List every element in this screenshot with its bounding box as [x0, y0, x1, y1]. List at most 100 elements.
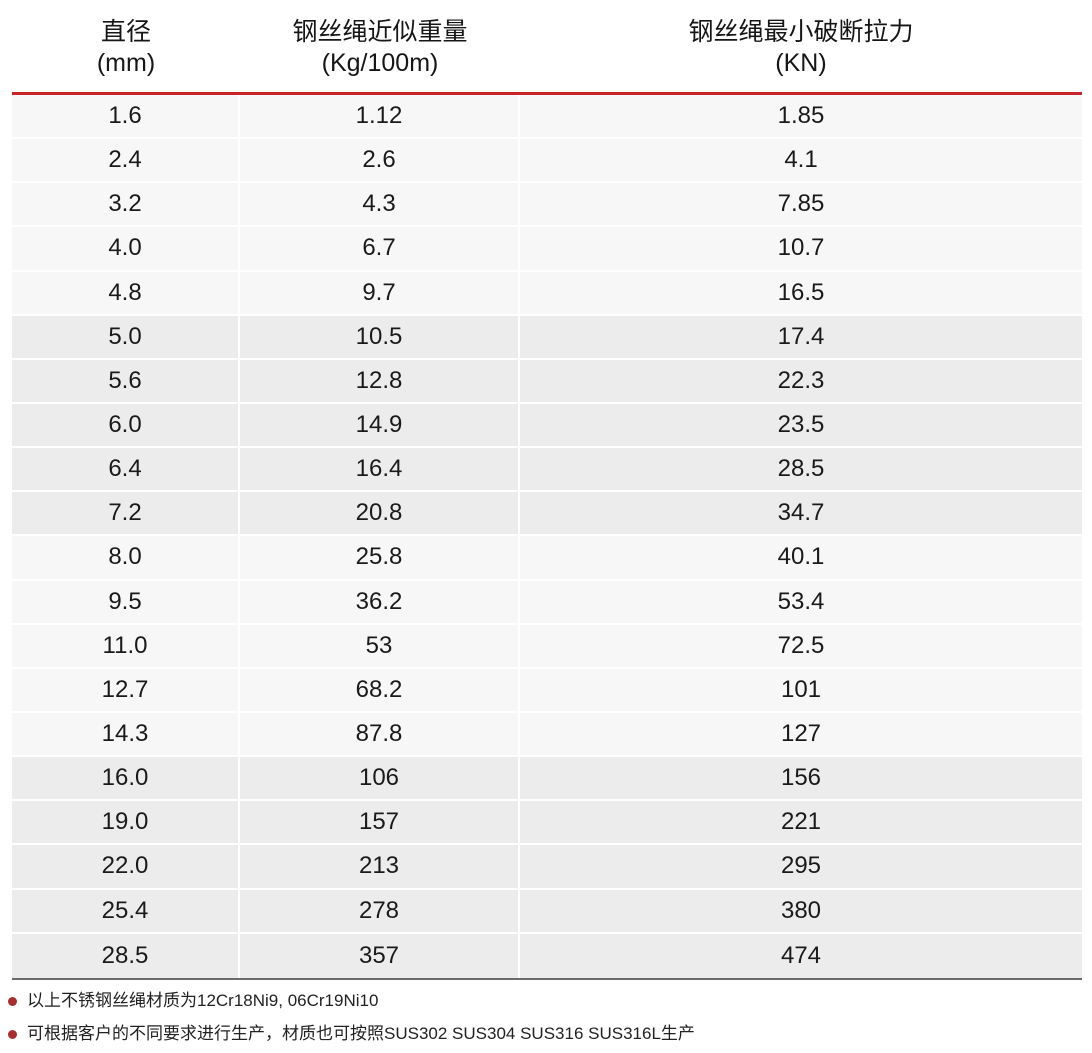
table-cell: 7.85 — [520, 183, 1082, 226]
table-cell: 4.1 — [520, 139, 1082, 182]
table-row: 5.0 10.5 17.4 — [12, 315, 1082, 360]
table-cell: 12.7 — [12, 668, 240, 711]
table-row: 5.6 12.8 22.3 — [12, 359, 1082, 404]
table-cell: 16.4 — [240, 448, 520, 491]
table-cell: 23.5 — [520, 403, 1082, 447]
table-cell: 17.4 — [520, 315, 1082, 358]
table-row: 2.4 2.6 4.1 — [12, 139, 1082, 184]
table-cell: 53.4 — [520, 580, 1082, 623]
table-row: 16.0 106 156 — [12, 757, 1082, 802]
header-weight-unit: (Kg/100m) — [321, 49, 439, 77]
table-bottom-rule — [12, 977, 1082, 980]
header-divider-rule — [12, 92, 1082, 95]
header-weight: 钢丝绳近似重量 (Kg/100m) — [240, 0, 520, 92]
header-breaking-force-title: 钢丝绳最小破断拉力 — [688, 18, 914, 46]
bullet-icon — [8, 1029, 17, 1039]
header-diameter: 直径 (mm) — [12, 0, 240, 92]
table-row: 19.0 157 221 — [12, 801, 1082, 846]
table-row: 4.0 6.7 10.7 — [12, 227, 1082, 272]
table-cell: 22.3 — [520, 359, 1082, 402]
header-breaking-force: 钢丝绳最小破断拉力 (KN) — [520, 0, 1082, 92]
table-cell: 72.5 — [520, 624, 1082, 667]
table-row: 6.4 16.4 28.5 — [12, 448, 1082, 493]
table-cell: 28.5 — [12, 933, 240, 978]
table-cell: 221 — [520, 801, 1082, 844]
table-cell: 34.7 — [520, 492, 1082, 535]
header-diameter-unit: (mm) — [96, 49, 156, 77]
table-cell: 157 — [240, 801, 520, 844]
table-cell: 474 — [520, 933, 1082, 978]
header-weight-title: 钢丝绳近似重量 — [292, 18, 468, 46]
table-row: 8.0 25.8 40.1 — [12, 536, 1082, 581]
table-cell: 19.0 — [12, 801, 240, 844]
table-cell: 6.7 — [240, 227, 520, 270]
table-cell: 295 — [520, 845, 1082, 888]
table-cell: 87.8 — [240, 712, 520, 756]
table-row: 14.3 87.8 127 — [12, 712, 1082, 758]
table-row: 4.8 9.7 16.5 — [12, 271, 1082, 316]
table-cell: 12.8 — [240, 359, 520, 402]
table-cell: 1.12 — [240, 95, 520, 138]
table-cell: 156 — [520, 757, 1082, 800]
footnotes: 以上不锈钢丝绳材质为12Cr18Ni9, 06Cr19Ni10 可根据客户的不同… — [8, 990, 1078, 1053]
table-cell: 357 — [240, 933, 520, 978]
table-cell: 1.6 — [12, 95, 240, 138]
table-cell: 28.5 — [520, 448, 1082, 491]
table-cell: 127 — [520, 712, 1082, 756]
table-row: 7.2 20.8 34.7 — [12, 492, 1082, 537]
table-row: 12.7 68.2 101 — [12, 668, 1082, 713]
table-header-row: 直径 (mm) 钢丝绳近似重量 (Kg/100m) 钢丝绳最小破断拉力 (KN) — [12, 0, 1082, 92]
table-cell: 9.5 — [12, 580, 240, 623]
table-cell: 16.5 — [520, 271, 1082, 314]
table-cell: 8.0 — [12, 536, 240, 579]
table-cell: 9.7 — [240, 271, 520, 314]
table-cell: 4.3 — [240, 183, 520, 226]
bullet-icon — [8, 996, 17, 1006]
footnote-material: 以上不锈钢丝绳材质为12Cr18Ni9, 06Cr19Ni10 — [8, 990, 1078, 1012]
table-cell: 1.85 — [520, 95, 1082, 138]
table-cell: 101 — [520, 668, 1082, 711]
table-cell: 6.0 — [12, 403, 240, 447]
table-cell: 16.0 — [12, 757, 240, 800]
table-row: 3.2 4.3 7.85 — [12, 183, 1082, 228]
table-cell: 380 — [520, 889, 1082, 932]
table-row: 11.0 53 72.5 — [12, 624, 1082, 669]
table-cell: 7.2 — [12, 492, 240, 535]
table-cell: 22.0 — [12, 845, 240, 888]
table-row: 9.5 36.2 53.4 — [12, 580, 1082, 625]
table-row: 25.4 278 380 — [12, 889, 1082, 934]
header-diameter-title: 直径 — [100, 18, 151, 46]
table-cell: 40.1 — [520, 536, 1082, 579]
table-row: 22.0 213 295 — [12, 845, 1082, 890]
table-cell: 14.9 — [240, 403, 520, 447]
table-cell: 11.0 — [12, 624, 240, 667]
table-cell: 25.4 — [12, 889, 240, 932]
footnote-customization: 可根据客户的不同要求进行生产，材质也可按照SUS302 SUS304 SUS31… — [8, 1023, 1078, 1045]
table-row: 6.0 14.9 23.5 — [12, 403, 1082, 449]
table-cell: 4.0 — [12, 227, 240, 270]
table-cell: 2.4 — [12, 139, 240, 182]
table-body: 1.6 1.12 1.85 2.4 2.6 4.1 3.2 4.3 7.85 4.0 6.7 10.7… — [12, 95, 1082, 978]
table-cell: 5.0 — [12, 315, 240, 358]
table-cell: 10.7 — [520, 227, 1082, 270]
table-cell: 25.8 — [240, 536, 520, 579]
header-breaking-force-unit: (KN) — [775, 49, 827, 77]
table-row: 1.6 1.12 1.85 — [12, 95, 1082, 140]
table-cell: 106 — [240, 757, 520, 800]
table-row: 28.5 357 474 — [12, 933, 1082, 978]
footnote-text: 可根据客户的不同要求进行生产，材质也可按照SUS302 SUS304 SUS31… — [27, 1024, 695, 1043]
table-cell: 4.8 — [12, 271, 240, 314]
table-cell: 10.5 — [240, 315, 520, 358]
table-cell: 20.8 — [240, 492, 520, 535]
table-cell: 6.4 — [12, 448, 240, 491]
table-cell: 14.3 — [12, 712, 240, 756]
table-cell: 213 — [240, 845, 520, 888]
table-cell: 278 — [240, 889, 520, 932]
table-cell: 5.6 — [12, 359, 240, 402]
table-cell: 2.6 — [240, 139, 520, 182]
table-cell: 68.2 — [240, 668, 520, 711]
footnote-text: 以上不锈钢丝绳材质为12Cr18Ni9, 06Cr19Ni10 — [27, 991, 379, 1010]
wire-rope-spec-table: 直径 (mm) 钢丝绳近似重量 (Kg/100m) 钢丝绳最小破断拉力 (KN)… — [12, 0, 1082, 980]
table-cell: 3.2 — [12, 183, 240, 226]
